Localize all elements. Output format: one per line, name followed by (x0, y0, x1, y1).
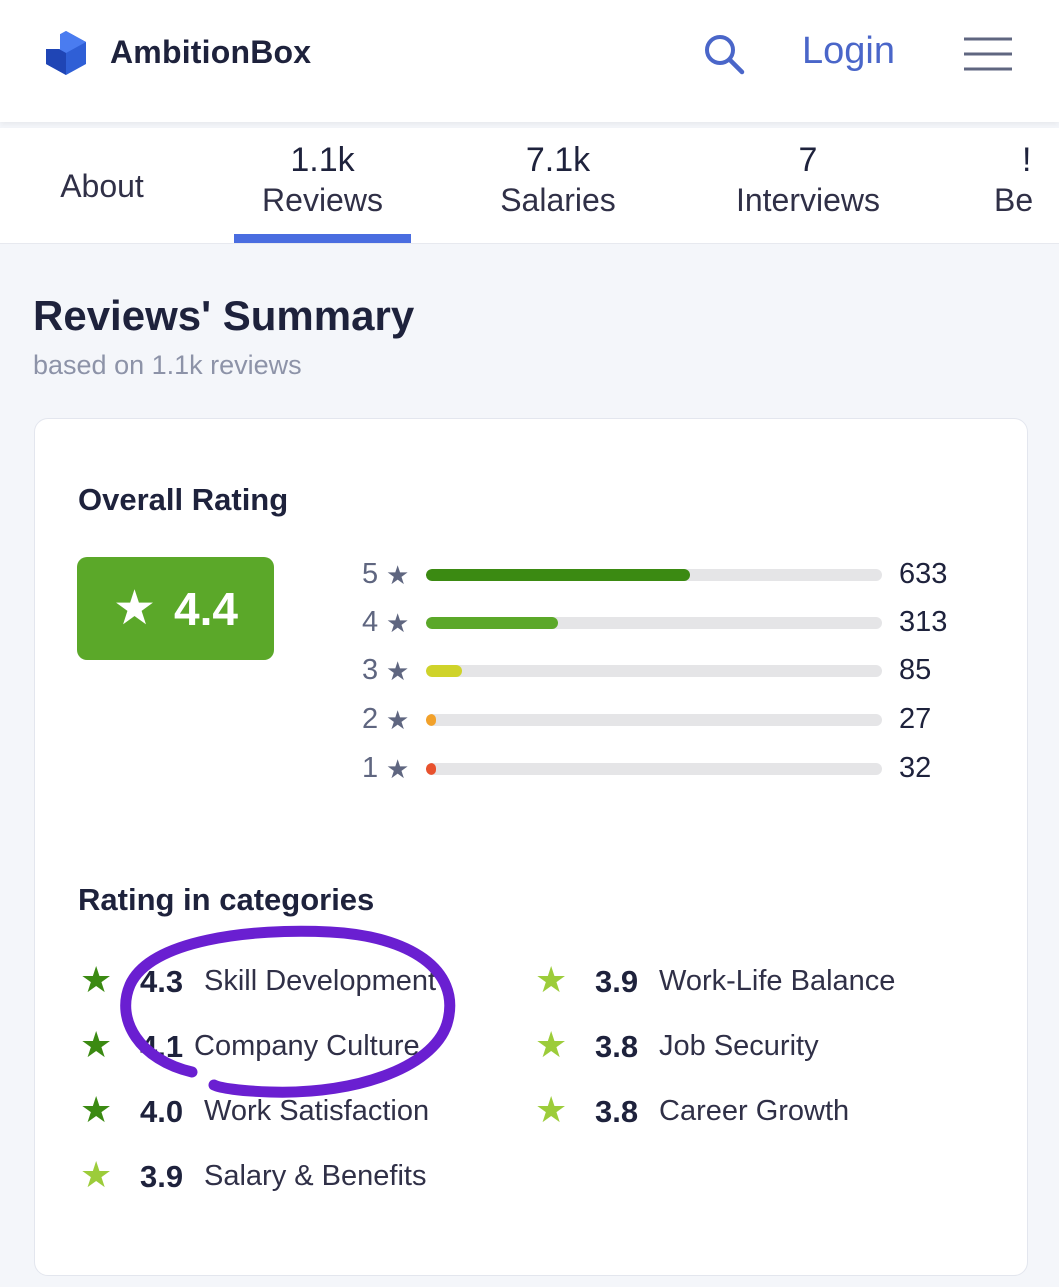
review-count: 85 (899, 654, 932, 686)
star-level: 2 (362, 703, 379, 735)
star-level: 5 (362, 558, 379, 590)
star-icon: ★ (80, 1154, 113, 1195)
active-tab-indicator (234, 234, 411, 243)
distribution-bar-fill (426, 569, 691, 581)
category-name: Job Security (659, 1030, 819, 1062)
category-value: 3.9 (595, 964, 639, 999)
distribution-bar-fill (426, 714, 436, 726)
category-value: 3.8 (595, 1094, 639, 1129)
star-icon: ★ (386, 560, 410, 590)
category-value: 4.1 (140, 1029, 184, 1064)
star-icon: ★ (386, 656, 410, 686)
tab-about[interactable]: About (40, 128, 164, 243)
category-name: Work Satisfaction (204, 1095, 430, 1127)
search-icon[interactable] (702, 32, 746, 76)
star-icon: ★ (386, 754, 410, 784)
tab-count: 1.1k (290, 141, 355, 179)
star-level: 4 (362, 606, 379, 638)
tab-reviews[interactable]: 1.1k Reviews (234, 128, 411, 243)
review-count: 313 (899, 606, 948, 638)
distribution-bar-fill (426, 665, 463, 677)
review-count: 633 (899, 558, 948, 590)
overall-rating-badge: ★ 4.4 (77, 557, 274, 660)
distribution-bar-track (426, 617, 882, 629)
category-name: Career Growth (659, 1095, 850, 1127)
star-icon: ★ (386, 608, 410, 638)
top-header: AmbitionBox Login (0, 0, 1059, 122)
star-icon: ★ (535, 1089, 568, 1130)
rating-distribution-row[interactable]: 4 ★ 313 (362, 604, 1002, 644)
star-icon: ★ (386, 705, 410, 735)
categories-heading: Rating in categories (78, 882, 375, 917)
star-icon: ★ (535, 959, 568, 1000)
page-subtitle: based on 1.1k reviews (33, 350, 302, 380)
overall-rating-value: 4.4 (174, 582, 238, 635)
tab-interviews[interactable]: 7 Interviews (718, 128, 898, 243)
tab-count: 7 (798, 141, 818, 179)
overall-rating-heading: Overall Rating (78, 482, 289, 517)
review-count: 27 (899, 703, 932, 735)
distribution-bar-fill (426, 763, 436, 775)
category-value: 4.0 (140, 1094, 184, 1129)
category-value: 4.3 (140, 964, 184, 999)
brand-name[interactable]: AmbitionBox (110, 34, 312, 70)
star-icon: ★ (80, 1024, 113, 1065)
page-title: Reviews' Summary (33, 292, 415, 339)
star-level: 3 (362, 654, 379, 686)
star-icon: ★ (80, 959, 113, 1000)
rating-distribution-row[interactable]: 3 ★ 85 (362, 652, 1002, 692)
tab-count: 7.1k (525, 141, 591, 179)
tab-count: ! (1022, 141, 1032, 179)
rating-distribution-row[interactable]: 5 ★ 633 (362, 556, 1002, 596)
star-level: 1 (362, 752, 379, 784)
star-icon: ★ (113, 581, 157, 635)
star-icon: ★ (535, 1024, 568, 1065)
reviews-summary-card (34, 418, 1028, 1276)
tab-label: Interviews (735, 182, 881, 218)
tab-label: Be (994, 182, 1034, 218)
distribution-bar-track (426, 665, 882, 677)
company-tabs: About 1.1k Reviews 7.1k Salaries 7 Inter… (0, 128, 1059, 244)
tab-benefits[interactable]: ! Be (994, 128, 1059, 243)
distribution-bar-track (426, 763, 882, 775)
category-value: 3.8 (595, 1029, 639, 1064)
category-name: Company Culture (194, 1030, 420, 1062)
tab-label: Salaries (500, 182, 616, 218)
tab-salaries[interactable]: 7.1k Salaries (478, 128, 638, 243)
distribution-bar-track (426, 714, 882, 726)
category-value: 3.9 (140, 1159, 184, 1194)
star-icon: ★ (80, 1089, 113, 1130)
login-link[interactable]: Login (802, 30, 895, 72)
rating-distribution-row[interactable]: 2 ★ 27 (362, 701, 1002, 741)
category-name: Skill Development (204, 965, 437, 997)
rating-distribution-row[interactable]: 1 ★ 32 (362, 750, 1002, 790)
tab-label: About (60, 168, 144, 204)
logo-icon[interactable] (40, 27, 92, 79)
category-name: Work-Life Balance (659, 965, 896, 997)
category-name: Salary & Benefits (204, 1160, 427, 1192)
distribution-bar-track (426, 569, 882, 581)
hamburger-menu-icon[interactable] (962, 36, 1014, 72)
distribution-bar-fill (426, 617, 559, 629)
tab-label: Reviews (262, 182, 383, 218)
review-count: 32 (899, 752, 932, 784)
